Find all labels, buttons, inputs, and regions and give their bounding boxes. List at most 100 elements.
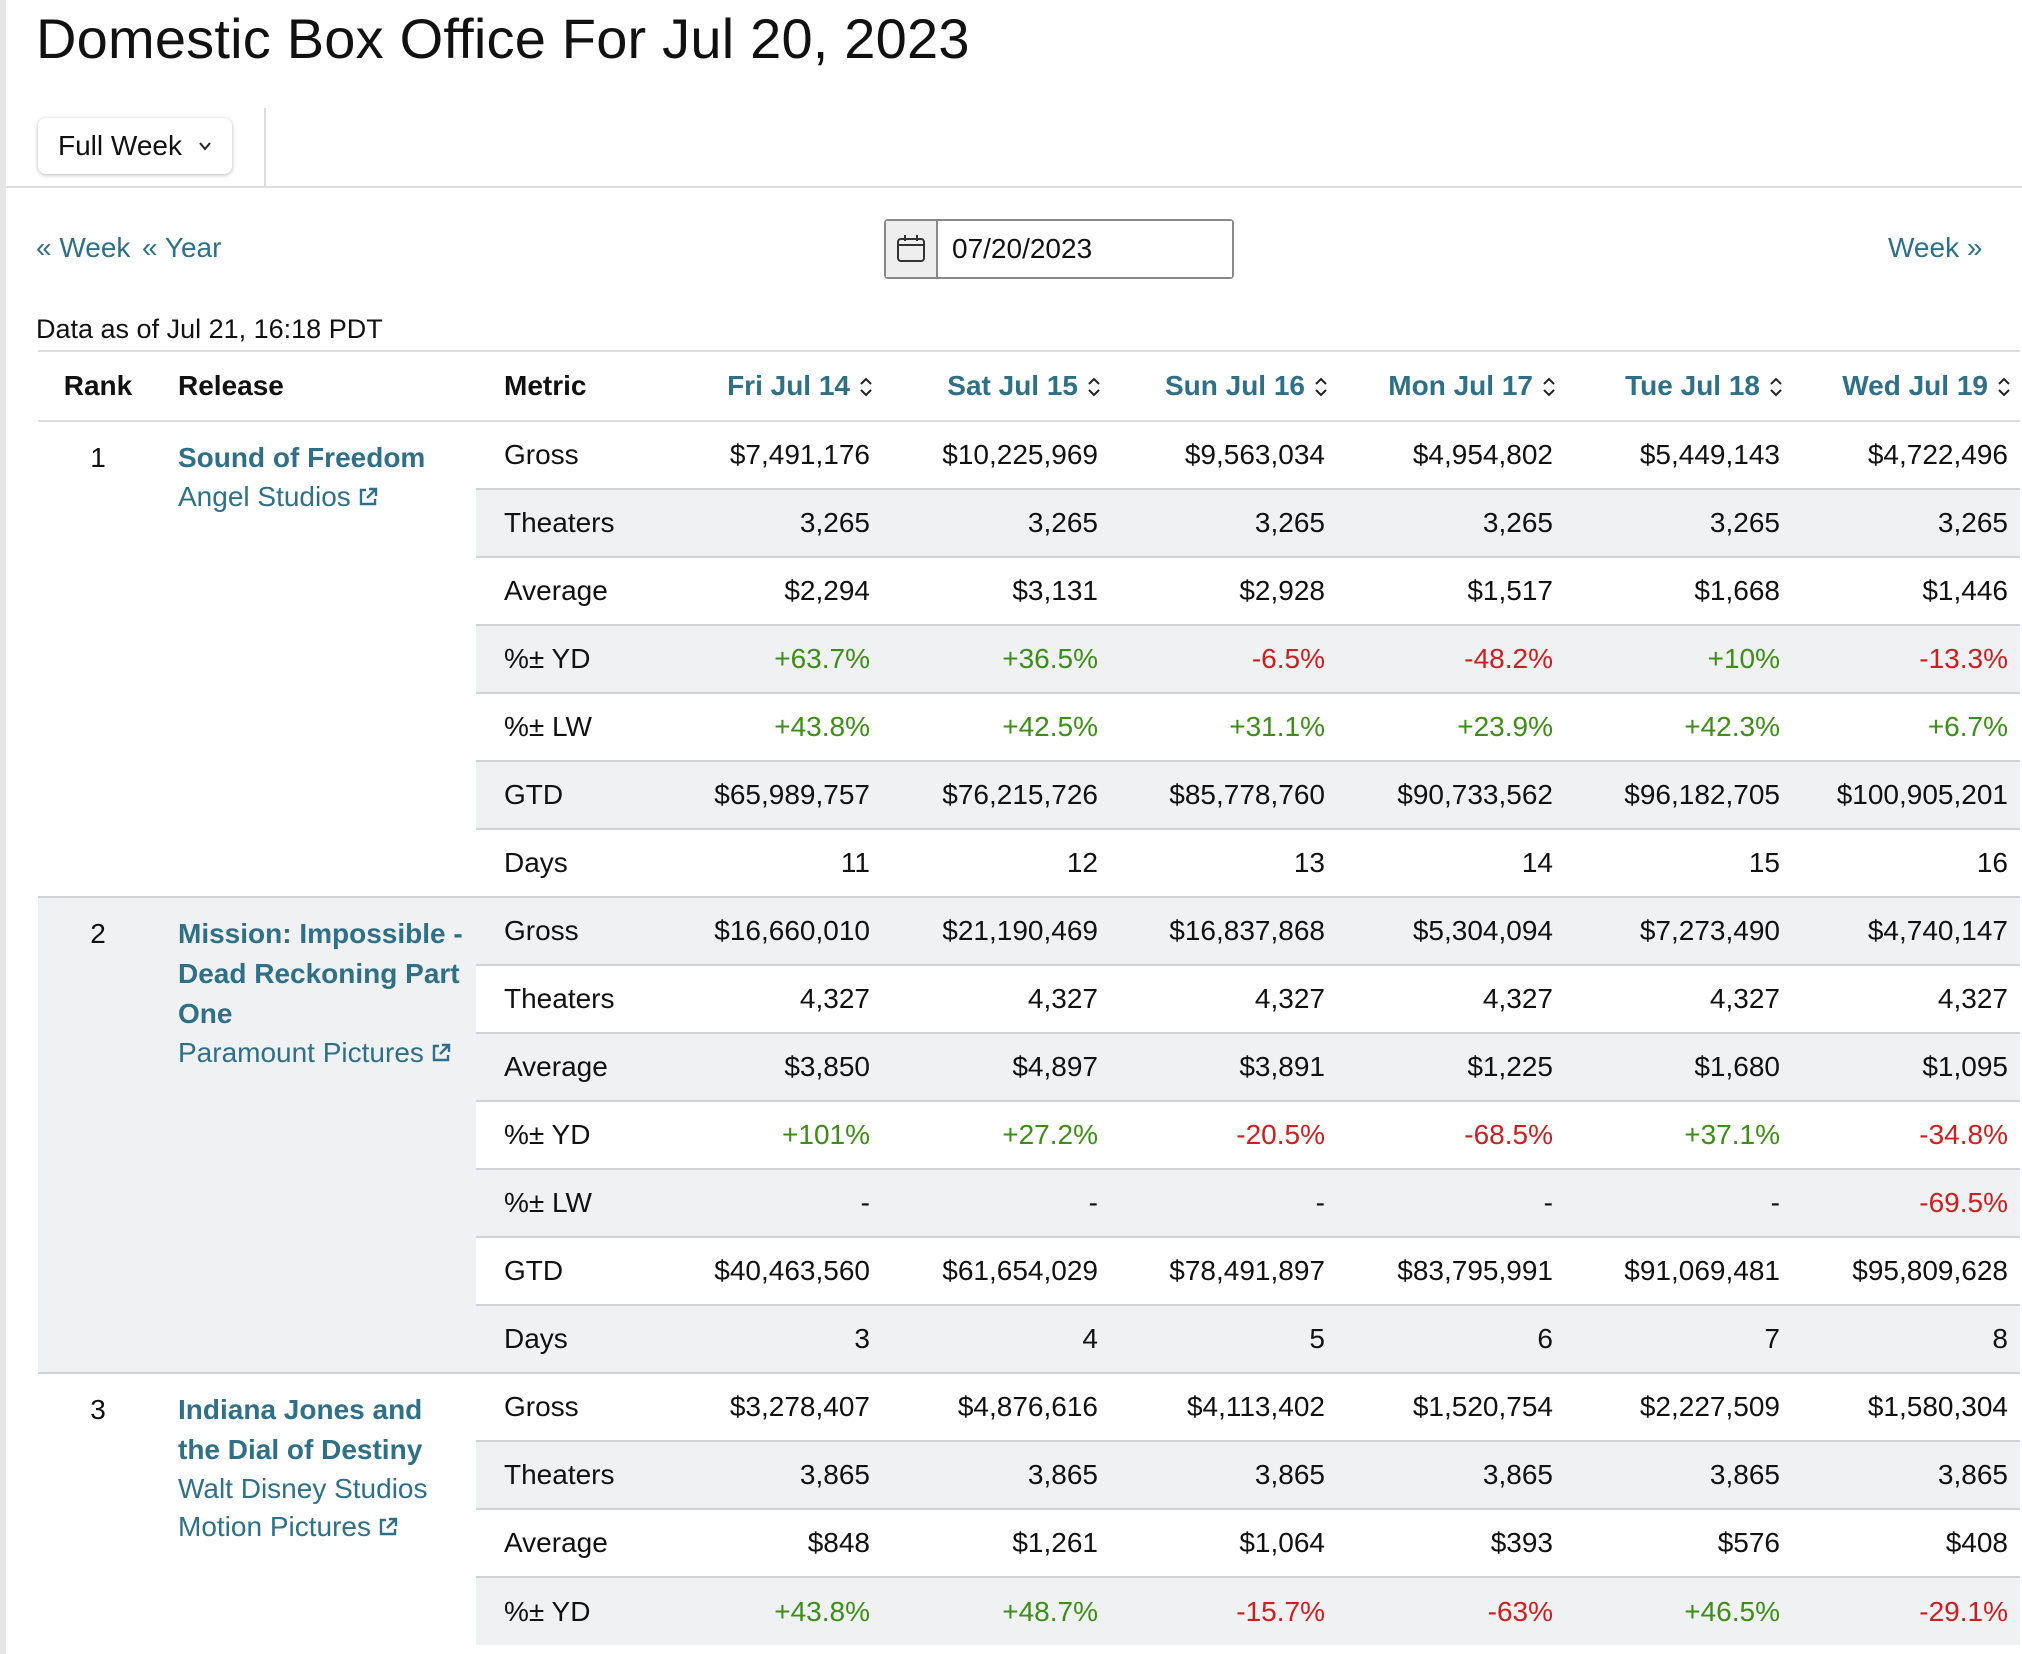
metric-value: $3,891 [1110,1032,1337,1101]
data-as-of-text: Data as of Jul 21, 16:18 PDT [36,314,383,344]
header-day-5[interactable]: Tue Jul 18 [1565,350,1792,422]
metric-name: %± LW [476,692,666,761]
toolbar-divider [264,108,266,186]
metric-name: Theaters [476,1440,666,1509]
metric-value: $1,520,754 [1337,1372,1565,1441]
metric-value: -20.5% [1110,1100,1337,1169]
metric-value: +42.3% [1565,692,1792,761]
distributor-link[interactable]: Paramount Pictures [178,1034,466,1072]
header-day-4[interactable]: Mon Jul 17 [1337,350,1565,422]
metric-value: $78,491,897 [1110,1236,1337,1305]
table-row: Days 11 12 13 14 15 16 [38,828,2020,897]
metric-value: 3,865 [882,1440,1110,1509]
metric-value: $7,273,490 [1565,896,1792,965]
rank-cell: 2 [38,896,158,1373]
prev-week-link[interactable]: « Week [36,232,131,263]
metric-value: 3,265 [666,488,882,557]
metric-value: +48.7% [882,1576,1110,1645]
movie-title-link[interactable]: Sound of Freedom [178,442,426,473]
view-select-value: Full Week [58,130,182,161]
external-link-icon [379,1517,398,1536]
metric-value: $10,225,969 [942,439,1098,470]
metric-value: -68.5% [1337,1100,1565,1169]
metric-name: Average [476,1508,666,1577]
table-row: Average $2,294 $3,131 $2,928 $1,517 $1,668 $1,… [38,556,2020,625]
metric-value: 3,265 [1792,488,2020,557]
metric-value: - [882,1168,1110,1237]
metric-name: Gross [476,896,666,965]
header-divider [6,186,2022,188]
view-select-dropdown[interactable]: Full Week [38,118,232,174]
metric-value: +36.5% [882,624,1110,693]
header-day-2[interactable]: Sat Jul 15 [882,350,1110,422]
header-day-3[interactable]: Sun Jul 16 [1110,350,1337,422]
metric-value: 4 [882,1304,1110,1373]
metric-name: Gross [504,439,579,470]
metric-name: Theaters [476,964,666,1033]
metric-value: $100,905,201 [1792,760,2020,829]
metric-name: Theaters [476,488,666,557]
metric-value: $1,095 [1792,1032,2020,1101]
distributor-link[interactable]: Walt Disney Studios Motion Pictures [178,1473,428,1542]
table-row: Average $848 $1,261 $1,064 $393 $576 $408 [38,1508,2020,1577]
metric-value: $848 [666,1508,882,1577]
next-week-link[interactable]: Week » [1888,232,1983,263]
metric-value: 3,265 [1110,488,1337,557]
metric-value: 3,265 [882,488,1110,557]
metric-value: $2,227,509 [1565,1372,1792,1441]
header-day-1[interactable]: Fri Jul 14 [666,350,882,422]
header-day-6[interactable]: Wed Jul 19 [1792,350,2020,422]
metric-value: -29.1% [1792,1576,2020,1645]
metric-value: $2,294 [666,556,882,625]
metric-value: $2,928 [1110,556,1337,625]
metric-name: %± YD [476,624,666,693]
movie-title-link[interactable]: Mission: Impossible - Dead Reckoning Par… [178,918,463,1029]
metric-value: 3,865 [1565,1440,1792,1509]
metric-value: +43.8% [666,1576,882,1645]
metric-value: $5,304,094 [1337,896,1565,965]
metric-value: -48.2% [1337,624,1565,693]
metric-value: +37.1% [1565,1100,1792,1169]
metric-value: +23.9% [1337,692,1565,761]
metric-value: 14 [1337,828,1565,897]
metric-value: 3 [666,1304,882,1373]
sort-icon [860,377,872,397]
movie-title-link[interactable]: Indiana Jones and the Dial of Destiny [178,1394,423,1465]
header-release: Release [158,350,476,422]
sort-icon [1543,377,1555,397]
metric-value: 3,865 [1792,1440,2020,1509]
metric-name: %± YD [476,1100,666,1169]
metric-value: $95,809,628 [1792,1236,2020,1305]
metric-value: $5,449,143 [1639,439,1780,470]
distributor-link[interactable]: Angel Studios [178,478,466,516]
prev-year-link[interactable]: « Year [142,232,222,263]
metric-value: $90,733,562 [1337,760,1565,829]
metric-value: 13 [1110,828,1337,897]
date-input[interactable] [938,221,1232,277]
metric-value: 3,265 [1337,488,1565,557]
metric-value: $4,722,496 [1867,439,2008,470]
metric-value: - [1110,1168,1337,1237]
metric-value: +42.5% [882,692,1110,761]
table-row: Theaters 4,327 4,327 4,327 4,327 4,327 4,327 [38,964,2020,1033]
metric-value: 5 [1110,1304,1337,1373]
metric-value: $91,069,481 [1565,1236,1792,1305]
metric-value: $3,278,407 [666,1372,882,1441]
metric-name: GTD [476,760,666,829]
calendar-button[interactable] [886,221,938,277]
metric-value: 12 [882,828,1110,897]
metric-value: 3,865 [1110,1440,1337,1509]
metric-value: 4,327 [1337,964,1565,1033]
metric-value: 4,327 [1565,964,1792,1033]
metric-value: $9,563,034 [1184,439,1325,470]
metric-value: 16 [1792,828,2020,897]
metric-value: $1,680 [1565,1032,1792,1101]
release-cell: Mission: Impossible - Dead Reckoning Par… [158,896,476,1373]
metric-value: +43.8% [666,692,882,761]
left-edge-strip [0,0,6,1654]
header-metric: Metric [476,350,666,422]
metric-value: $3,850 [666,1032,882,1101]
metric-value: 3,265 [1565,488,1792,557]
metric-value: $576 [1565,1508,1792,1577]
metric-value: - [666,1168,882,1237]
